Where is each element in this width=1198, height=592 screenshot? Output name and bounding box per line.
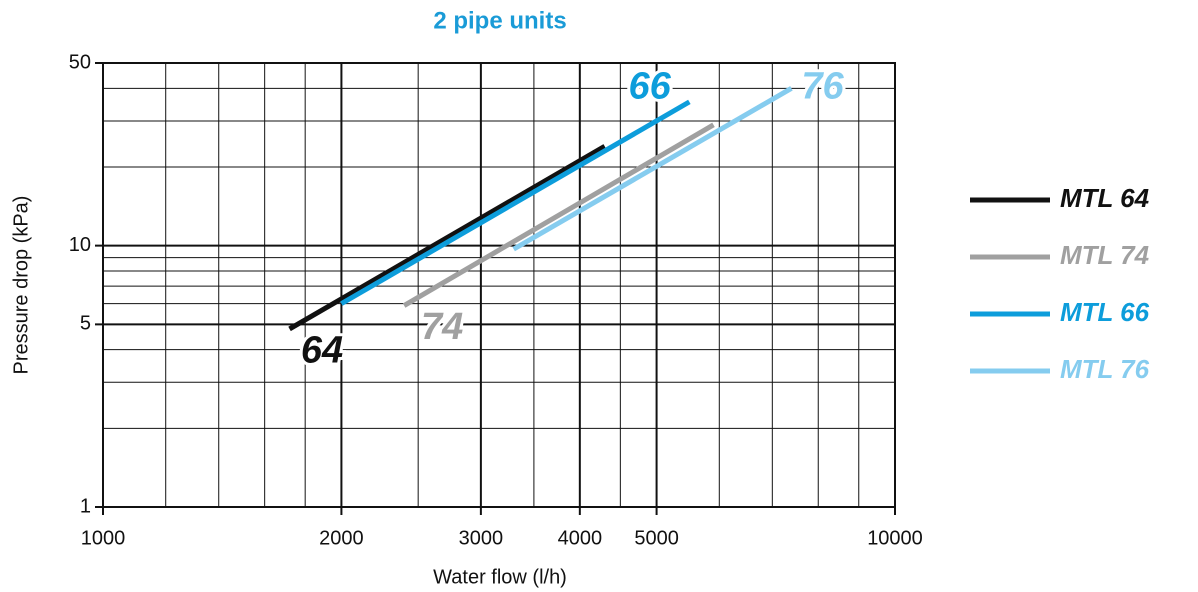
y-tick-label: 1 [80, 495, 91, 517]
plot-frame [102, 62, 896, 508]
x-tick-label: 5000 [634, 527, 679, 549]
annotation: 74 [421, 306, 463, 348]
x-tick-label: 1000 [81, 527, 126, 549]
annotation: 76 [801, 65, 844, 107]
legend-label: MTL 74 [1060, 240, 1150, 270]
y-tick-label: 10 [69, 234, 91, 256]
x-tick-label: 2000 [319, 527, 364, 549]
series-line [402, 122, 715, 308]
y-axis-label: Pressure drop (kPa) [10, 196, 32, 375]
annotation: 66 [628, 65, 671, 107]
legend-label: MTL 64 [1060, 183, 1150, 213]
x-tick-label: 3000 [459, 527, 504, 549]
chart-title: 2 pipe units [433, 7, 566, 34]
legend-label: MTL 76 [1060, 354, 1150, 384]
legend-label: MTL 66 [1060, 297, 1150, 327]
annotation: 64 [301, 330, 343, 372]
x-axis-label: Water flow (l/h) [433, 566, 567, 588]
y-tick-label: 50 [69, 51, 91, 73]
x-tick-label: 4000 [558, 527, 603, 549]
series-line [288, 144, 606, 332]
series-line [512, 86, 793, 252]
x-tick-label: 10000 [867, 527, 923, 549]
y-tick-label: 5 [80, 313, 91, 335]
series-line [340, 99, 691, 306]
